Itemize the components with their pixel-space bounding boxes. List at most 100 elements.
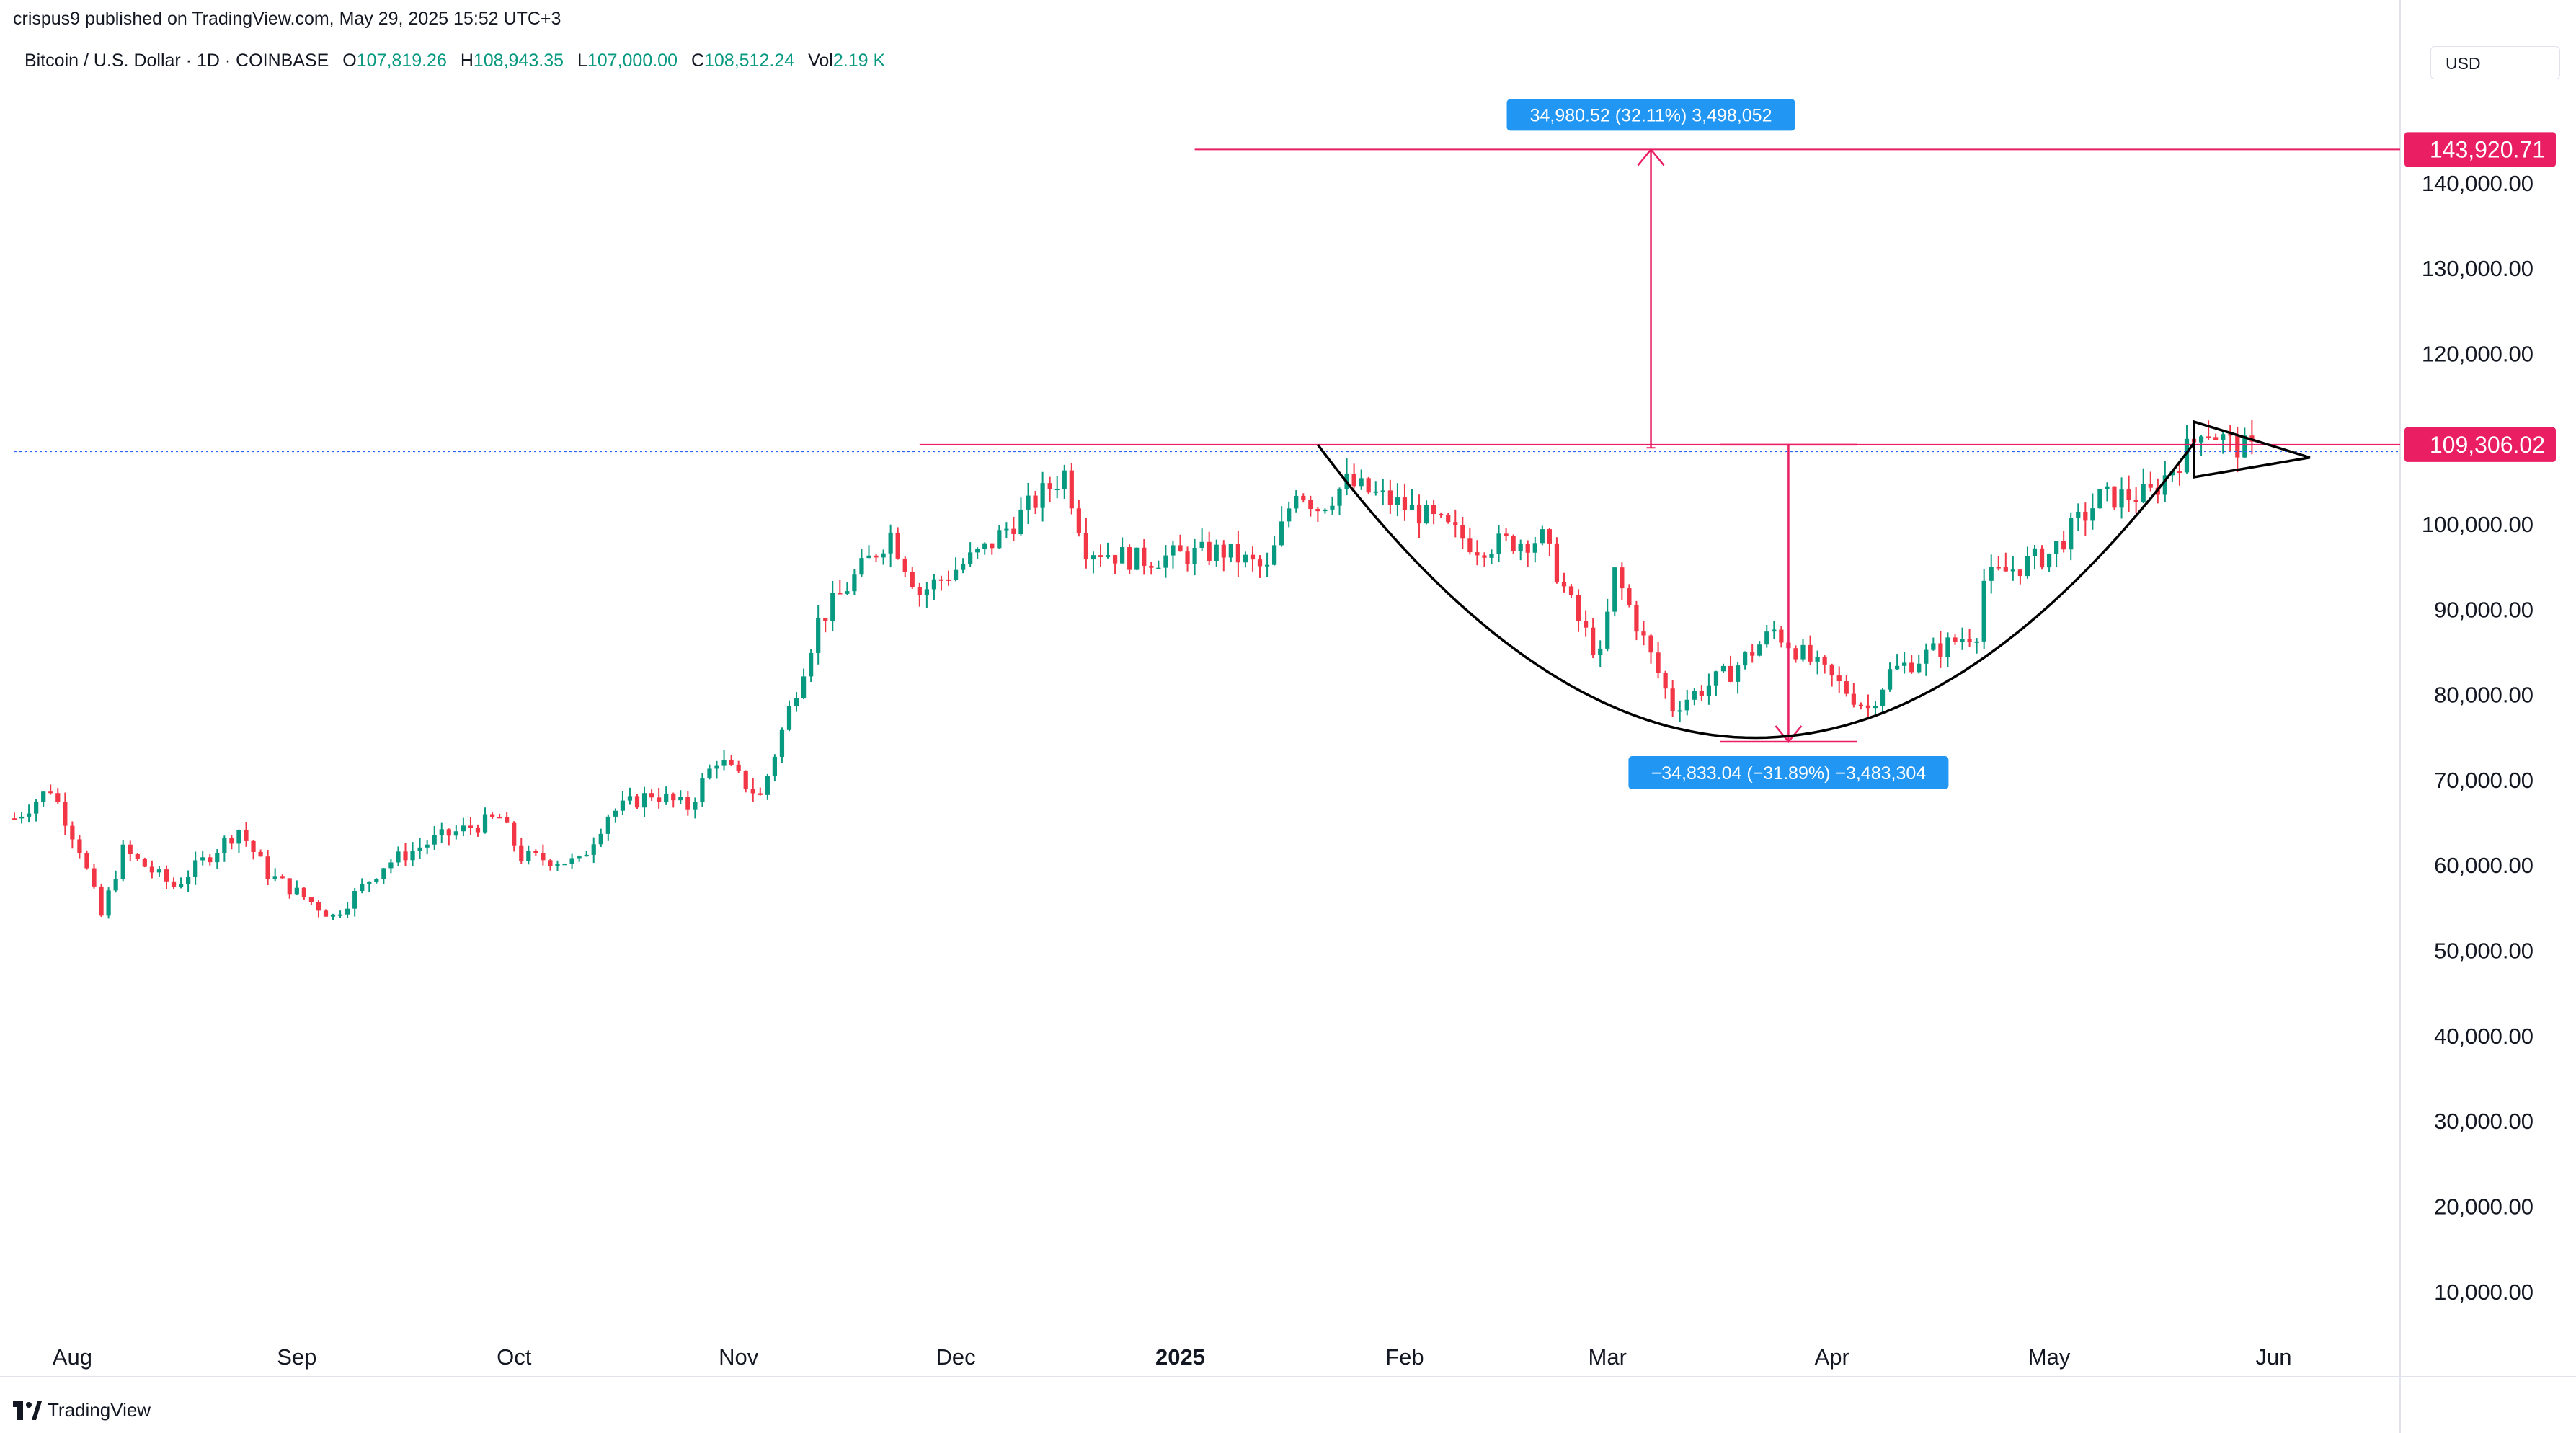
candle: [308, 897, 314, 905]
candle: [468, 817, 474, 835]
candle: [439, 822, 444, 843]
candle: [1069, 463, 1074, 515]
candle: [367, 881, 372, 892]
candle: [772, 754, 778, 782]
candle: [1098, 544, 1103, 567]
candle: [497, 813, 502, 819]
candle: [2076, 503, 2081, 531]
candle: [548, 859, 553, 871]
candle: [1475, 540, 1480, 566]
symbol-legend: Bitcoin / U.S. Dollar · 1D · COINBASE O1…: [25, 50, 894, 71]
candle: [1772, 620, 1777, 639]
candle: [541, 844, 546, 866]
price-tags: 143,920.71 109,306.02: [2404, 132, 2556, 462]
candle: [2249, 420, 2255, 455]
currency-selector[interactable]: USD: [2430, 46, 2560, 79]
candle: [2141, 468, 2146, 504]
candle: [613, 808, 618, 823]
candle: [1460, 516, 1465, 549]
candle: [1453, 509, 1458, 538]
candle: [555, 860, 560, 871]
candle: [1351, 463, 1356, 489]
x-tick-label: May: [2028, 1344, 2071, 1370]
candle: [164, 865, 169, 889]
candle: [1960, 627, 1965, 650]
y-tick-label: 30,000.00: [2434, 1109, 2533, 1134]
candle: [12, 812, 17, 820]
candle: [620, 790, 626, 815]
candle: [374, 878, 379, 884]
cup-curve[interactable]: [1317, 442, 2195, 740]
candle: [186, 870, 191, 892]
high-value: 108,943.35: [473, 50, 564, 71]
x-tick-label: Aug: [53, 1344, 92, 1370]
candle: [2177, 461, 2182, 486]
candle: [1540, 525, 1545, 546]
candle: [215, 849, 220, 869]
candle: [577, 855, 582, 862]
candle: [1583, 610, 1589, 637]
candle: [1330, 496, 1335, 515]
x-tick-label: Sep: [277, 1344, 316, 1370]
candle: [208, 854, 213, 866]
candle: [1953, 634, 1958, 645]
candle: [1040, 471, 1045, 522]
y-tick-label: 130,000.00: [2422, 256, 2533, 281]
candle: [1489, 549, 1494, 564]
footer-brand[interactable]: TradingView: [13, 1399, 151, 1421]
candle: [229, 835, 234, 850]
candle: [1178, 534, 1183, 552]
candle: [396, 846, 401, 866]
candle: [142, 857, 147, 868]
candle: [337, 910, 343, 918]
candle: [1402, 483, 1408, 521]
candle: [388, 859, 394, 874]
candle: [707, 764, 712, 780]
candle: [1757, 641, 1762, 657]
candle: [2228, 425, 2233, 452]
candle: [1496, 525, 1501, 562]
candle: [845, 582, 850, 595]
y-tick-label: 10,000.00: [2434, 1279, 2533, 1305]
x-tick-label: Jun: [2256, 1344, 2292, 1370]
candle: [2206, 420, 2211, 440]
candle: [345, 902, 350, 918]
candle: [1091, 551, 1096, 574]
y-tick-label: 50,000.00: [2434, 939, 2533, 964]
candle: [678, 790, 683, 804]
y-tick-label: 20,000.00: [2434, 1194, 2533, 1219]
symbol-name[interactable]: Bitcoin / U.S. Dollar · 1D · COINBASE: [25, 50, 329, 71]
candle: [222, 835, 227, 862]
candle: [1047, 476, 1052, 502]
candle: [1605, 598, 1610, 652]
candle: [1576, 589, 1581, 632]
candle: [1844, 674, 1849, 697]
candle: [2032, 544, 2038, 570]
candle: [1743, 651, 1748, 670]
candle: [627, 787, 633, 805]
candle: [866, 545, 871, 559]
candle: [360, 878, 365, 894]
candle: [84, 850, 89, 870]
y-tick-label: 80,000.00: [2434, 683, 2533, 708]
candle: [1134, 547, 1140, 571]
pennant-triangle[interactable]: [2193, 420, 2311, 479]
candle: [1004, 522, 1009, 538]
candle: [171, 877, 177, 890]
candle: [584, 851, 589, 857]
candle: [1525, 540, 1530, 567]
candle: [881, 549, 886, 565]
open-value: 107,819.26: [356, 50, 447, 71]
time-axis[interactable]: Aug Sep Oct Nov Dec 2025 Feb Mar Apr May Jun: [53, 1344, 2292, 1370]
candle: [1822, 655, 1827, 674]
candle: [938, 575, 944, 591]
candle: [2126, 475, 2131, 512]
candle: [671, 792, 676, 808]
candle: [1887, 662, 1893, 692]
price-axis[interactable]: 10,000.00 20,000.00 30,000.00 40,000.00 50,0…: [2422, 171, 2533, 1305]
candle: [1214, 539, 1219, 567]
candle: [113, 870, 118, 893]
candle: [1409, 489, 1415, 510]
candle: [1996, 556, 2001, 571]
